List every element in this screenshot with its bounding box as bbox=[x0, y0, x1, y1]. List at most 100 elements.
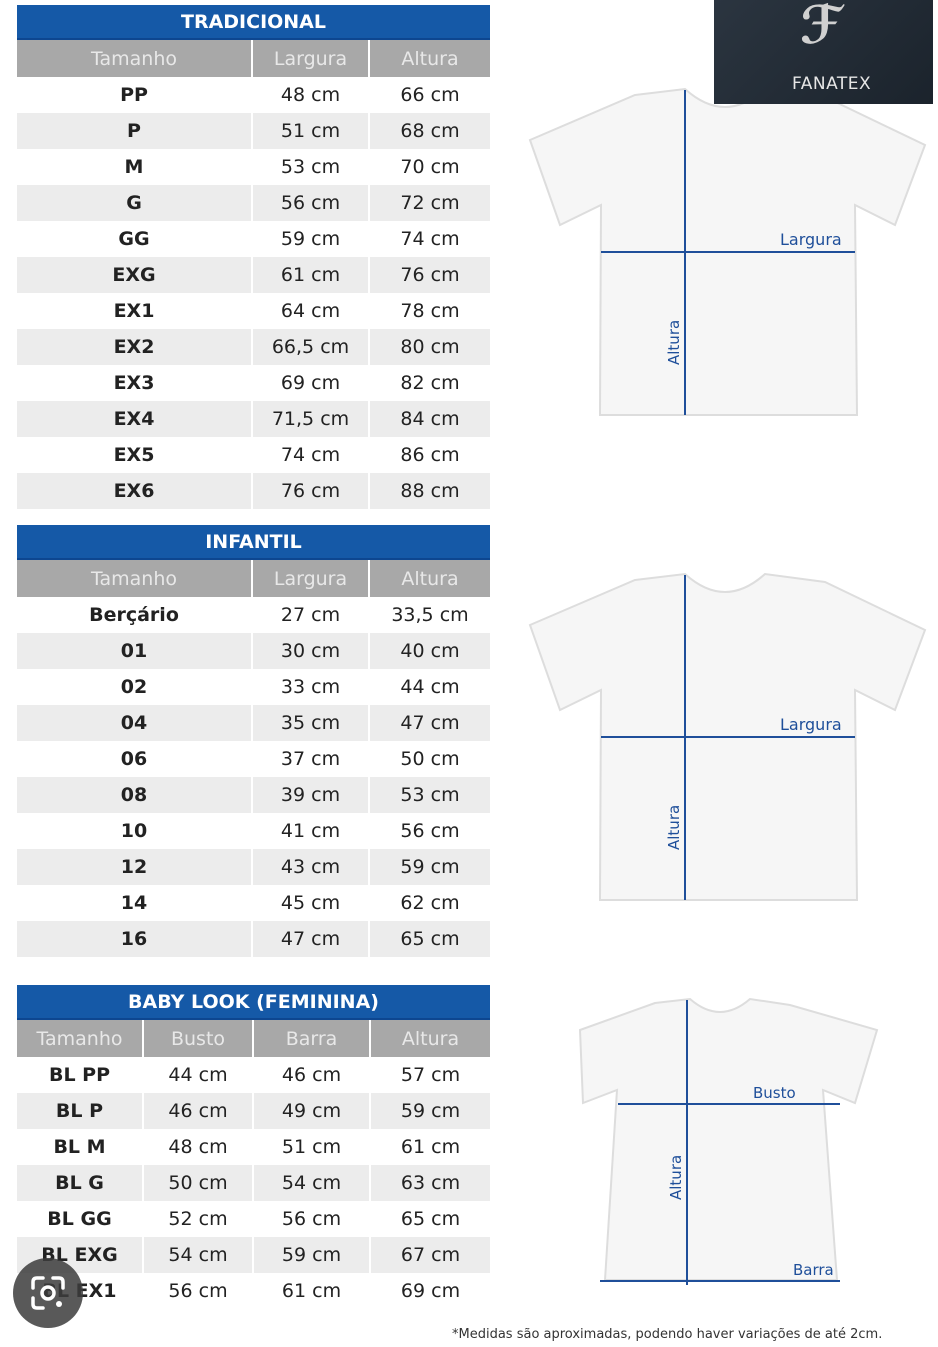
measure-cell: 68 cm bbox=[400, 120, 460, 142]
table-row: 01 30 cm 40 cm bbox=[17, 633, 490, 669]
height-label: Altura bbox=[665, 805, 683, 850]
width-label: Largura bbox=[780, 715, 842, 734]
measure-cell: 53 cm bbox=[253, 149, 370, 185]
table-infantil: INFANTIL Tamanho Largura Altura Berçário 27 c… bbox=[17, 525, 490, 957]
column-header: Barra bbox=[254, 1020, 371, 1057]
measure-cell: 45 cm bbox=[253, 885, 370, 921]
measure-cell: 33 cm bbox=[253, 669, 370, 705]
measure-cell: 69 cm bbox=[253, 365, 370, 401]
table-row: 12 43 cm 59 cm bbox=[17, 849, 490, 885]
measure-cell: 46 cm bbox=[254, 1057, 371, 1093]
column-header: Largura bbox=[253, 40, 370, 77]
size-cell: 06 bbox=[17, 741, 253, 777]
measure-cell: 78 cm bbox=[400, 300, 460, 322]
measure-cell: 56 cm bbox=[253, 185, 370, 221]
measure-cell: 86 cm bbox=[400, 444, 460, 466]
column-header-row: Tamanho Largura Altura bbox=[17, 40, 490, 77]
size-cell: 01 bbox=[17, 633, 253, 669]
table-row: PP 48 cm 66 cm bbox=[17, 77, 490, 113]
measure-cell: 37 cm bbox=[253, 741, 370, 777]
measure-cell: 35 cm bbox=[253, 705, 370, 741]
table-row: P 51 cm 68 cm bbox=[17, 113, 490, 149]
google-lens-icon bbox=[31, 1276, 65, 1310]
size-cell: 14 bbox=[17, 885, 253, 921]
table-row: EX1 64 cm 78 cm bbox=[17, 293, 490, 329]
measure-cell: 80 cm bbox=[400, 336, 460, 358]
measure-cell: 84 cm bbox=[400, 408, 460, 430]
table-row: EX2 66,5 cm 80 cm bbox=[17, 329, 490, 365]
measure-cell: 65 cm bbox=[400, 1208, 461, 1230]
measure-cell: 56 cm bbox=[254, 1201, 371, 1237]
column-header: Largura bbox=[253, 560, 370, 597]
table-row: M 53 cm 70 cm bbox=[17, 149, 490, 185]
measure-cell: 44 cm bbox=[400, 676, 460, 698]
size-cell: Berçário bbox=[17, 597, 253, 633]
measure-cell: 48 cm bbox=[144, 1129, 254, 1165]
table-row: Berçário 27 cm 33,5 cm bbox=[17, 597, 490, 633]
measure-cell: 74 cm bbox=[400, 228, 460, 250]
fanatex-logo: ℱ FANATEX bbox=[714, 0, 933, 104]
measure-cell: 46 cm bbox=[144, 1093, 254, 1129]
measure-cell: 59 cm bbox=[400, 1100, 461, 1122]
measure-cell: 43 cm bbox=[253, 849, 370, 885]
column-header: Tamanho bbox=[17, 560, 253, 597]
table-row: EXG 61 cm 76 cm bbox=[17, 257, 490, 293]
table-row: BL M 48 cm 51 cm 61 cm bbox=[17, 1129, 490, 1165]
table-title: BABY LOOK (FEMININA) bbox=[17, 985, 490, 1020]
measure-cell: 39 cm bbox=[253, 777, 370, 813]
measure-cell: 59 cm bbox=[400, 856, 460, 878]
measure-cell: 69 cm bbox=[400, 1280, 461, 1302]
table-row: 14 45 cm 62 cm bbox=[17, 885, 490, 921]
google-lens-button[interactable] bbox=[13, 1258, 83, 1328]
measure-cell: 50 cm bbox=[400, 748, 460, 770]
size-cell: M bbox=[17, 149, 253, 185]
logo-mark: ℱ bbox=[800, 0, 842, 56]
measure-cell: 30 cm bbox=[253, 633, 370, 669]
measure-cell: 61 cm bbox=[400, 1136, 461, 1158]
size-cell: EX3 bbox=[17, 365, 253, 401]
measure-cell: 63 cm bbox=[400, 1172, 461, 1194]
height-label: Altura bbox=[665, 320, 683, 365]
shirt-diagram-infantil: Largura Altura bbox=[528, 572, 927, 901]
shirt-diagram-tradicional: Largura Altura bbox=[528, 87, 927, 416]
size-cell: BL PP bbox=[17, 1057, 144, 1093]
table-row: GG 59 cm 74 cm bbox=[17, 221, 490, 257]
width-label: Largura bbox=[780, 230, 842, 249]
measure-cell: 70 cm bbox=[400, 156, 460, 178]
hem-label: Barra bbox=[793, 1261, 834, 1279]
measure-cell: 72 cm bbox=[400, 192, 460, 214]
size-cell: EX5 bbox=[17, 437, 253, 473]
table-row: BL GG 52 cm 56 cm 65 cm bbox=[17, 1201, 490, 1237]
measure-cell: 65 cm bbox=[400, 928, 460, 950]
size-cell: G bbox=[17, 185, 253, 221]
size-cell: BL P bbox=[17, 1093, 144, 1129]
measure-cell: 50 cm bbox=[144, 1165, 254, 1201]
shirt-diagram-babylook: Busto Altura Barra bbox=[578, 997, 879, 1285]
footnote: *Medidas são aproximadas, podendo haver … bbox=[452, 1327, 883, 1342]
size-cell: 12 bbox=[17, 849, 253, 885]
measure-cell: 51 cm bbox=[254, 1129, 371, 1165]
measure-cell: 76 cm bbox=[253, 473, 370, 509]
measure-cell: 53 cm bbox=[400, 784, 460, 806]
size-cell: 08 bbox=[17, 777, 253, 813]
measure-cell: 40 cm bbox=[400, 640, 460, 662]
table-row: 06 37 cm 50 cm bbox=[17, 741, 490, 777]
measure-cell: 41 cm bbox=[253, 813, 370, 849]
table-row: 16 47 cm 65 cm bbox=[17, 921, 490, 957]
measure-cell: 59 cm bbox=[254, 1237, 371, 1273]
size-cell: EX6 bbox=[17, 473, 253, 509]
size-cell: P bbox=[17, 113, 253, 149]
size-cell: EXG bbox=[17, 257, 253, 293]
column-header: Busto bbox=[144, 1020, 254, 1057]
table-babylook: BABY LOOK (FEMININA) Tamanho Busto Barra Alt… bbox=[17, 985, 490, 1309]
measure-cell: 76 cm bbox=[400, 264, 460, 286]
measure-cell: 33,5 cm bbox=[391, 604, 469, 626]
measure-cell: 54 cm bbox=[144, 1237, 254, 1273]
table-tradicional: TRADICIONAL Tamanho Largura Altura PP 48 cm 66… bbox=[17, 5, 490, 509]
measure-cell: 62 cm bbox=[400, 892, 460, 914]
logo-name: FANATEX bbox=[792, 74, 872, 94]
measure-cell: 27 cm bbox=[253, 597, 370, 633]
table-row: BL G 50 cm 54 cm 63 cm bbox=[17, 1165, 490, 1201]
measure-cell: 66 cm bbox=[400, 84, 460, 106]
